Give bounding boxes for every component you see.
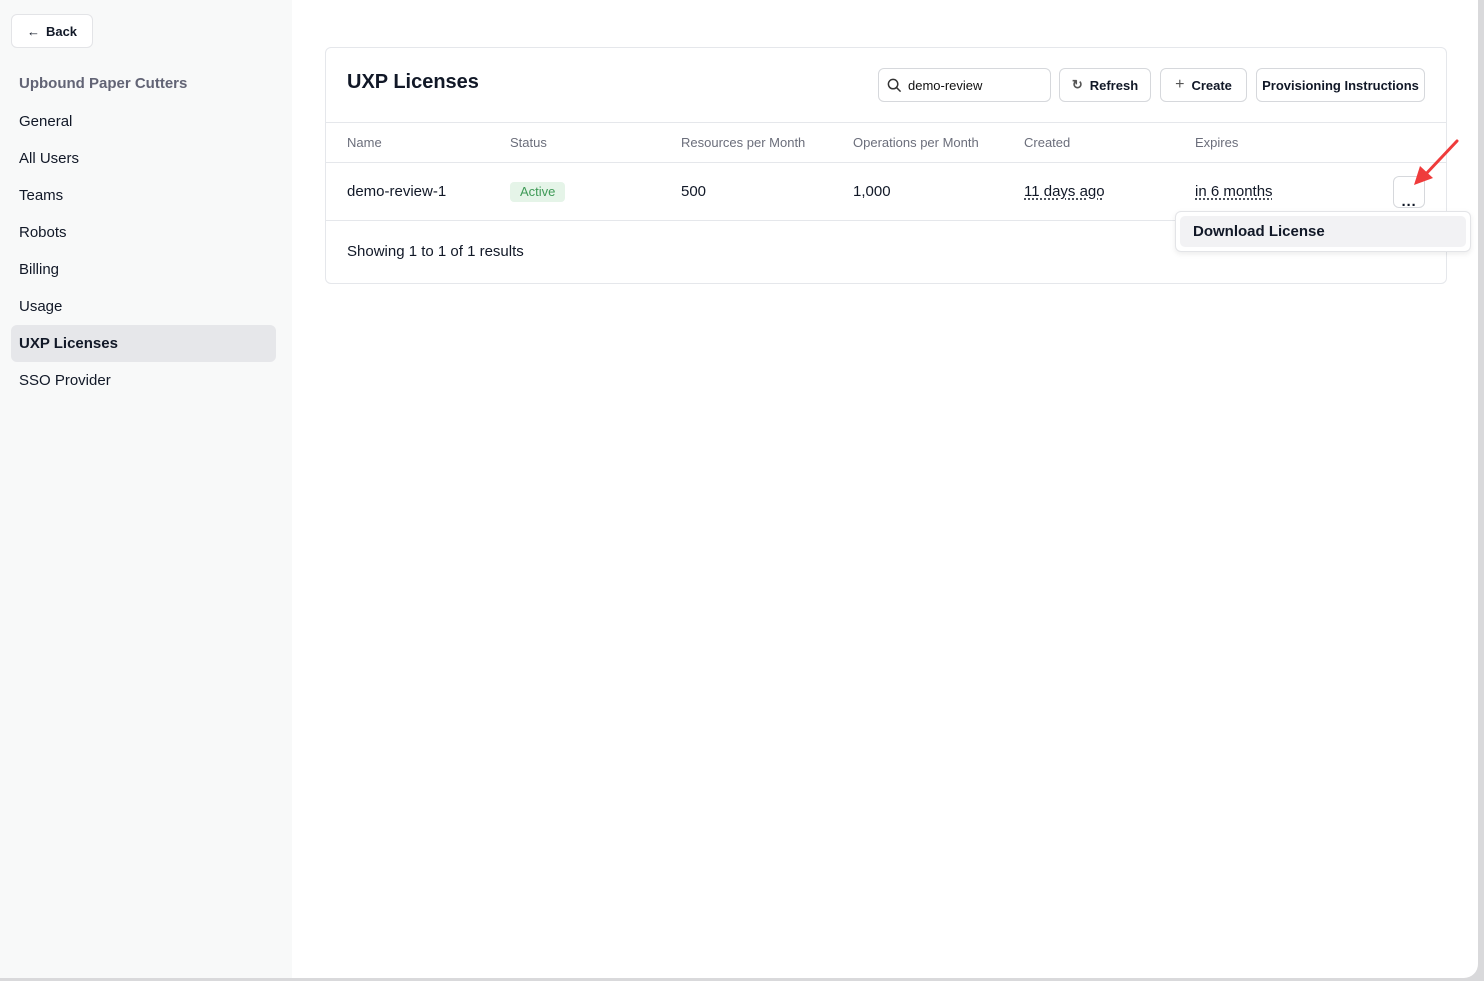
sidebar-item-all-users[interactable]: All Users — [19, 150, 80, 167]
table-row: demo-review-1 Active 500 1,000 11 days a… — [326, 163, 1446, 221]
refresh-icon: ↻ — [1071, 77, 1083, 92]
refresh-label: Refresh — [1089, 77, 1139, 93]
search-input[interactable] — [908, 77, 1038, 93]
menu-item-download-license[interactable]: Download License — [1180, 216, 1466, 247]
table-header: Name Status Resources per Month Operatio… — [326, 122, 1446, 163]
col-expires: Expires — [1195, 135, 1239, 150]
licenses-card: UXP Licenses ↻ Refresh + Create Provisioni… — [325, 47, 1447, 284]
col-operations: Operations per Month — [853, 135, 979, 150]
sidebar-item-billing[interactable]: Billing — [19, 261, 60, 278]
back-button[interactable]: ← Back — [11, 14, 93, 48]
sidebar-item-usage[interactable]: Usage — [19, 298, 63, 315]
col-status: Status — [510, 135, 547, 150]
sidebar-item-uxp-licenses[interactable]: UXP Licenses — [11, 325, 276, 362]
created-value: 11 days ago — [1024, 183, 1105, 200]
license-name: demo-review-1 — [347, 183, 447, 200]
results-summary: Showing 1 to 1 of 1 results — [347, 243, 524, 260]
sidebar-nav: General All Users Teams Robots Billing U… — [11, 103, 276, 399]
col-resources: Resources per Month — [681, 135, 806, 150]
sidebar-item-robots[interactable]: Robots — [19, 224, 67, 241]
sidebar: ← Back Upbound Paper Cutters General All … — [0, 0, 292, 978]
expires-value: in 6 months — [1195, 183, 1273, 200]
sidebar-item-teams[interactable]: Teams — [19, 187, 64, 204]
sidebar-item-sso-provider[interactable]: SSO Provider — [19, 372, 111, 389]
refresh-button[interactable]: ↻ Refresh — [1059, 68, 1151, 102]
org-name: Upbound Paper Cutters — [19, 75, 188, 92]
search-icon — [887, 78, 902, 92]
row-actions-menu: Download License — [1175, 211, 1471, 252]
search-box[interactable] — [878, 68, 1051, 102]
annotation-arrow-icon — [1414, 139, 1459, 185]
operations-value: 1,000 — [853, 183, 891, 200]
sidebar-item-general[interactable]: General — [19, 113, 73, 130]
col-created: Created — [1024, 135, 1071, 150]
page-title: UXP Licenses — [347, 71, 479, 93]
col-name: Name — [347, 135, 382, 150]
ellipsis-icon: ··· — [1401, 197, 1417, 214]
status-badge: Active — [510, 182, 566, 202]
provisioning-instructions-button[interactable]: Provisioning Instructions — [1256, 68, 1425, 102]
back-label: Back — [45, 23, 78, 39]
plus-icon: + — [1175, 76, 1185, 93]
resources-value: 500 — [681, 183, 707, 200]
create-label: Create — [1191, 77, 1232, 93]
arrow-left-icon: ← — [26, 23, 40, 39]
create-button[interactable]: + Create — [1160, 68, 1247, 102]
